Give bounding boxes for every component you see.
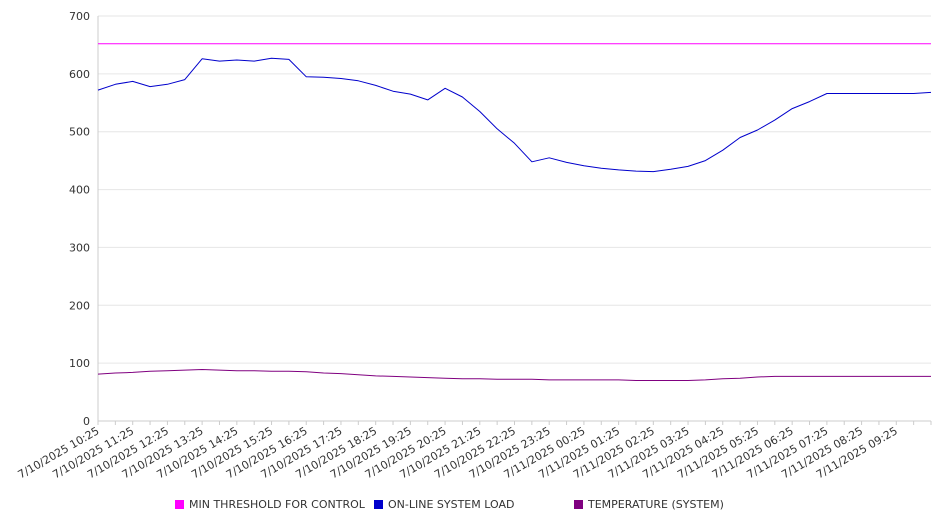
y-tick-label-100: 100 [69, 357, 90, 370]
x-tick-labels: 7/10/2025 10:257/10/2025 11:257/10/2025 … [16, 424, 900, 481]
y-tick-label-0: 0 [83, 415, 90, 428]
legend-label-min-threshold: MIN THRESHOLD FOR CONTROL [189, 498, 365, 511]
legend: MIN THRESHOLD FOR CONTROL ON-LINE SYSTEM… [0, 498, 946, 514]
series-lines [97, 43, 932, 381]
legend-item-temperature-system[interactable]: TEMPERATURE (SYSTEM) [574, 498, 724, 511]
y-tick-label-200: 200 [69, 299, 90, 312]
y-tick-label-700: 700 [69, 10, 90, 23]
gridlines [98, 15, 931, 364]
legend-label-temperature-system: TEMPERATURE (SYSTEM) [588, 498, 724, 511]
series-line-temperature-system [97, 369, 931, 381]
axes [97, 16, 932, 425]
y-tick-label-500: 500 [69, 126, 90, 139]
legend-label-online-system-load: ON-LINE SYSTEM LOAD [388, 498, 515, 511]
y-tick-label-600: 600 [69, 68, 90, 81]
legend-swatch-temperature-system [574, 500, 583, 509]
legend-swatch-online-system-load [374, 500, 383, 509]
legend-item-min-threshold[interactable]: MIN THRESHOLD FOR CONTROL [175, 498, 365, 511]
y-tick-label-300: 300 [69, 241, 90, 254]
series-line-on-line-system-load [97, 57, 932, 173]
y-tick-label-400: 400 [69, 184, 90, 197]
legend-swatch-min-threshold [175, 500, 184, 509]
y-tick-labels: 0 100 200 300 400 500 600 700 [69, 10, 90, 428]
legend-item-online-system-load[interactable]: ON-LINE SYSTEM LOAD [374, 498, 514, 511]
